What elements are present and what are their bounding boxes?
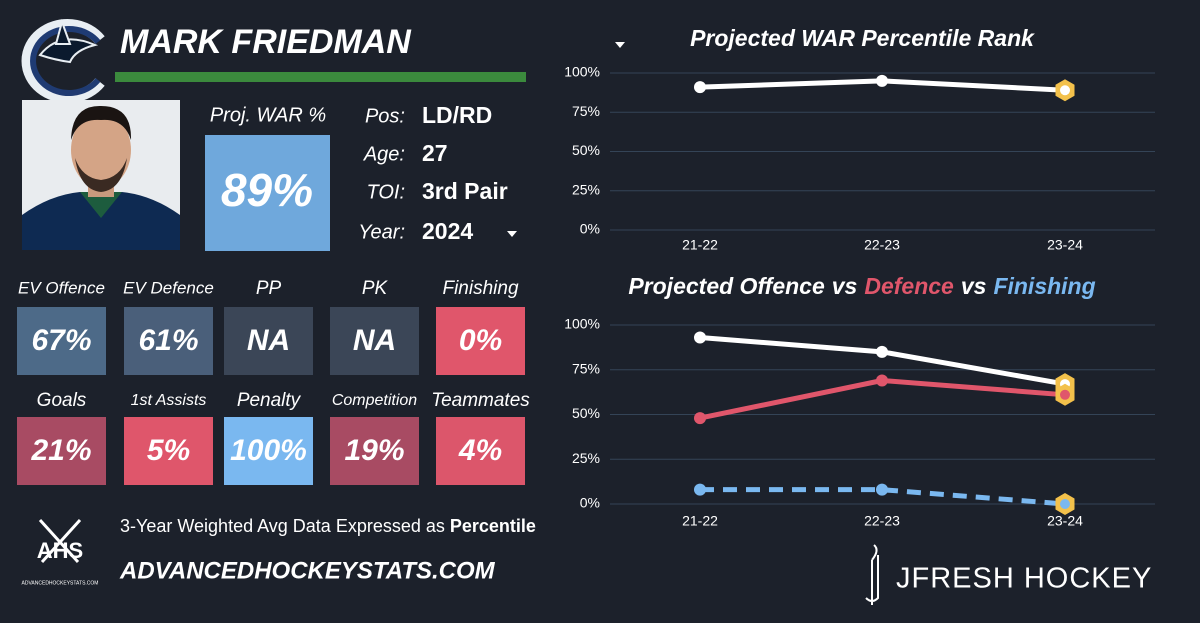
info-value: 3rd Pair (422, 178, 508, 204)
x-tick-label: 21-22 (682, 513, 718, 529)
y-tick-label: 50% (572, 142, 600, 158)
tile-value: 0% (459, 324, 502, 357)
y-tick-label: 75% (572, 360, 600, 376)
chart-title: Projected Offence vs Defence vs Finishing (628, 273, 1095, 299)
x-tick-label: 22-23 (864, 513, 900, 529)
title-part: Projected WAR Percentile Rank (690, 25, 1035, 51)
note-bold: Percentile (450, 516, 536, 536)
name-underline (115, 72, 526, 82)
tile-label: PK (362, 278, 389, 299)
ahs-logo-text: AHS (37, 538, 83, 563)
brand-name: JFRESH HOCKEY (896, 563, 1152, 595)
title-part: Finishing (993, 273, 1095, 299)
x-tick-label: 22-23 (864, 237, 900, 253)
tile-value: NA (247, 324, 290, 357)
ahs-logo (38, 518, 82, 564)
tile-value: 61% (138, 324, 198, 357)
tile-label: Competition (332, 392, 417, 409)
tile-box (224, 307, 313, 375)
info-label: Age: (363, 143, 405, 165)
point (876, 345, 888, 358)
tile-value: 67% (31, 324, 91, 357)
tile-box (224, 417, 313, 485)
player-photo (22, 100, 180, 250)
point (694, 412, 706, 425)
y-tick-label: 25% (572, 450, 600, 466)
war-label: Proj. WAR % (210, 104, 326, 126)
point (694, 483, 706, 496)
tile-value: NA (353, 324, 396, 357)
tile-box (17, 307, 106, 375)
footer-note: 3-Year Weighted Avg Data Expressed as Per… (120, 516, 536, 536)
latest-dot (1060, 499, 1070, 509)
point (694, 81, 706, 94)
tile-label: Goals (37, 390, 87, 411)
info-label: Year: (358, 221, 405, 243)
year-dropdown[interactable] (507, 231, 517, 237)
tile-label: Teammates (431, 390, 530, 411)
tile-box (17, 417, 106, 485)
latest-dot (1060, 85, 1070, 96)
tile-box (124, 417, 213, 485)
y-tick-label: 100% (564, 316, 600, 332)
x-tick-label: 21-22 (682, 237, 718, 253)
note-text: 3-Year Weighted Avg Data Expressed as (120, 516, 445, 536)
y-tick-label: 0% (580, 495, 600, 511)
y-tick-label: 25% (572, 181, 600, 197)
tile-label: 1st Assists (131, 392, 207, 409)
tile-label: Finishing (442, 278, 518, 299)
y-tick-label: 0% (580, 221, 600, 237)
brand-mark (865, 544, 879, 605)
y-tick-label: 100% (564, 64, 600, 80)
point (876, 483, 888, 496)
title-part: vs (961, 273, 987, 299)
info-label: TOI: (366, 181, 405, 203)
latest-dot (1060, 389, 1070, 400)
point (694, 331, 706, 344)
tile-box (124, 307, 213, 375)
tile-label: EV Offence (18, 278, 105, 297)
y-tick-label: 50% (572, 405, 600, 421)
title-part: vs (832, 273, 858, 299)
war-box (205, 135, 330, 251)
tile-value: 5% (147, 434, 190, 467)
player-name: MARK FRIEDMAN (120, 23, 412, 61)
tile-box (330, 307, 419, 375)
tile-value: 19% (344, 434, 404, 467)
info-value: LD/RD (422, 102, 492, 128)
war-value: 89% (221, 164, 313, 216)
tile-value: 4% (458, 434, 502, 467)
tile-value: 100% (230, 434, 307, 467)
x-tick-label: 23-24 (1047, 237, 1083, 253)
point (876, 374, 888, 387)
team-logo (21, 18, 105, 103)
info-value: 27 (422, 140, 448, 166)
x-tick-label: 23-24 (1047, 513, 1083, 529)
site-name: ADVANCEDHOCKEYSTATS.COM (119, 557, 496, 584)
tile-label: PP (256, 278, 282, 299)
info-label: Pos: (365, 105, 405, 127)
title-part: Defence (864, 273, 954, 299)
ahs-logo-sub: ADVANCEDHOCKEYSTATS.COM (22, 580, 99, 586)
tile-box (436, 307, 525, 375)
tile-value: 21% (30, 434, 91, 467)
tile-label: Penalty (237, 390, 302, 411)
tile-box (330, 417, 419, 485)
series-line (700, 487, 1066, 507)
point (876, 74, 888, 87)
tile-label: EV Defence (123, 278, 214, 297)
chart-dropdown[interactable] (615, 42, 625, 48)
title-part: Projected Offence (628, 273, 825, 299)
chart-title: Projected WAR Percentile Rank (690, 25, 1035, 51)
y-tick-label: 75% (572, 103, 600, 119)
info-value: 2024 (422, 218, 473, 244)
tile-box (436, 417, 525, 485)
